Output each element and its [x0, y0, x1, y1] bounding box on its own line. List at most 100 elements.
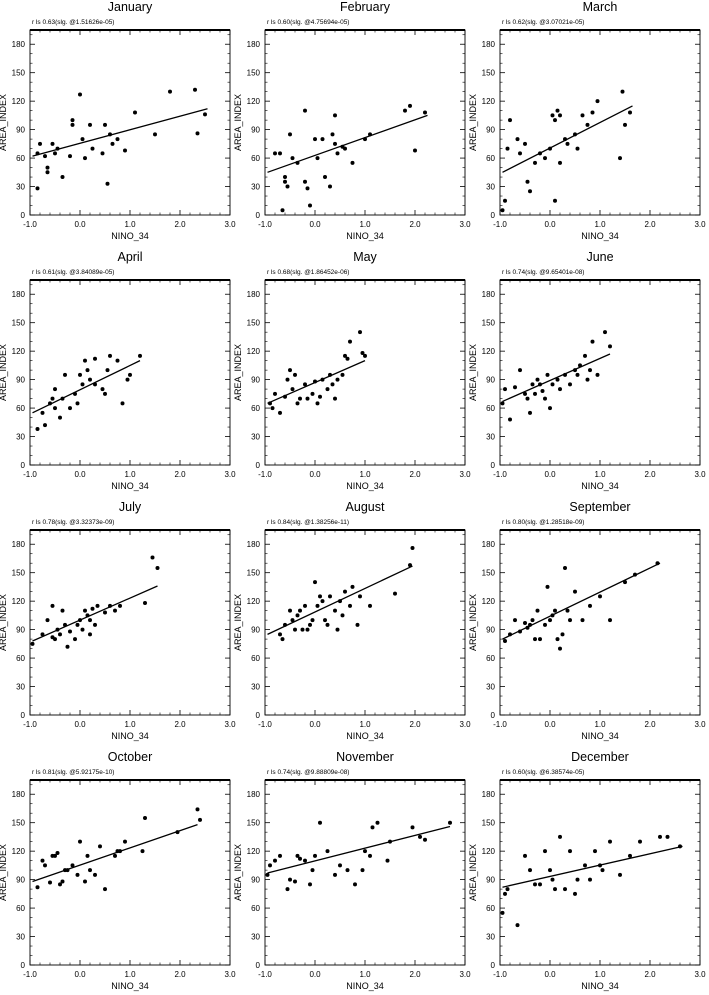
data-point [315, 156, 320, 161]
data-point [50, 603, 55, 608]
data-point [330, 132, 335, 137]
data-point [358, 594, 362, 599]
data-point [558, 646, 562, 651]
data-point [500, 208, 505, 213]
data-point [88, 632, 92, 637]
scatter-panel-september: September r ls 0.80(slg. @1.28518e-09) -1.… [468, 500, 706, 741]
data-point [325, 849, 330, 854]
data-point [558, 387, 562, 392]
data-point [80, 382, 85, 387]
data-point [563, 565, 567, 570]
data-point [558, 113, 562, 118]
x-tick-label: 3.0 [224, 720, 236, 729]
data-point [83, 608, 87, 613]
data-point [618, 156, 622, 161]
data-point [343, 353, 347, 358]
data-point [303, 108, 307, 113]
data-point [285, 184, 290, 189]
y-tick-label: 90 [486, 126, 495, 135]
x-tick-label: 3.0 [459, 720, 471, 729]
data-point [35, 885, 40, 890]
y-tick-label: 180 [482, 540, 496, 549]
x-axis-label: NINO_34 [111, 481, 149, 491]
data-point [340, 613, 345, 618]
y-tick-label: 120 [12, 347, 26, 356]
y-tick-label: 180 [482, 40, 496, 49]
scatter-panel-december: December r ls 0.60(slg. @6.38574e-05) -1.0… [468, 750, 706, 991]
y-tick-label: 60 [16, 154, 25, 163]
x-tick-label: 2.0 [174, 470, 186, 479]
data-point [153, 132, 157, 137]
data-point [345, 356, 350, 361]
data-point [588, 603, 592, 608]
data-point [90, 146, 95, 151]
data-point [543, 849, 547, 854]
plot-frame [264, 779, 466, 966]
panel-title: June [586, 250, 613, 264]
y-axis-label: AREA_INDEX [233, 844, 243, 901]
regression-line [502, 105, 633, 173]
data-point [115, 358, 120, 363]
y-tick-label: 150 [247, 319, 261, 328]
data-point [503, 387, 507, 392]
data-point [320, 599, 325, 604]
x-tick-label: 2.0 [644, 720, 656, 729]
data-point [533, 637, 537, 642]
data-point [310, 868, 315, 873]
y-tick-label: 30 [251, 433, 260, 442]
data-point [40, 858, 45, 863]
data-point [348, 339, 352, 344]
data-point [93, 622, 97, 627]
data-point [600, 868, 605, 873]
data-point [105, 368, 110, 373]
data-point [288, 877, 292, 882]
data-point [315, 603, 320, 608]
scatter-panel-march: March r ls 0.62(slg. @3.07021e-05) -1.0 0.0… [468, 0, 706, 241]
data-point [128, 372, 132, 377]
data-point [273, 391, 277, 396]
correlation-label: r ls 0.63(slg. @1.51626e-05) [32, 19, 114, 26]
data-point [293, 372, 297, 377]
scatter-panel-february: February r ls 0.60(slg. @4.75694e-05) -1.0… [233, 0, 471, 241]
x-tick-label: 0.0 [309, 470, 321, 479]
x-tick-label: 2.0 [409, 720, 421, 729]
x-tick-label: 2.0 [409, 970, 421, 979]
data-point [355, 622, 360, 627]
data-point [65, 644, 70, 649]
data-point [548, 406, 552, 411]
x-tick-label: 1.0 [359, 470, 371, 479]
data-point [565, 608, 570, 613]
data-point [290, 618, 295, 623]
data-point [118, 603, 122, 608]
y-tick-label: 30 [486, 433, 495, 442]
x-tick-label: 1.0 [359, 720, 371, 729]
data-point [265, 872, 270, 877]
data-point [590, 110, 595, 115]
data-point [63, 372, 67, 377]
data-point [545, 584, 550, 589]
data-point [125, 377, 130, 382]
x-tick-label: 0.0 [74, 470, 86, 479]
x-axis-label: NINO_34 [581, 731, 619, 741]
data-point [568, 382, 572, 387]
data-point [143, 601, 147, 606]
data-point [658, 834, 662, 839]
data-point [525, 396, 530, 401]
data-point [303, 858, 307, 863]
data-point [358, 330, 362, 335]
data-point [35, 186, 40, 191]
data-point [40, 632, 45, 637]
data-point [513, 618, 517, 623]
data-point [368, 603, 372, 608]
data-point [533, 160, 537, 165]
x-tick-label: 3.0 [694, 970, 706, 979]
data-point [410, 825, 415, 830]
y-tick-label: 0 [491, 461, 496, 470]
data-point [325, 387, 330, 392]
x-tick-label: 3.0 [459, 970, 471, 979]
data-point [300, 627, 305, 632]
data-point [618, 872, 622, 877]
y-tick-label: 180 [12, 40, 26, 49]
